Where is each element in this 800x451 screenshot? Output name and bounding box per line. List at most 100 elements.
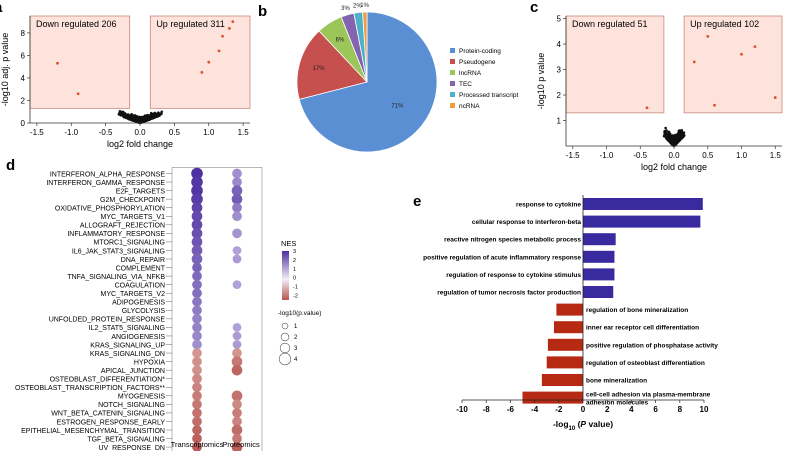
data-point: [123, 113, 126, 117]
dot-proteomics: [231, 356, 243, 367]
bar-label: inner ear receptor cell differentiation: [586, 325, 699, 332]
data-point: [753, 45, 757, 48]
panel-letter: d: [6, 157, 15, 174]
pathway-label: HYPOXIA: [134, 359, 165, 366]
bar: [583, 268, 615, 281]
dot-transcriptomics: [192, 279, 202, 290]
data-point: [207, 60, 211, 64]
size-legend-circle: [278, 352, 292, 366]
pathway-label: TGF_BETA_SIGNALING: [87, 436, 165, 443]
size-legend-circle: [281, 322, 289, 330]
data-point: [157, 112, 161, 115]
x-tick-label: 0.5: [169, 128, 181, 137]
bar: [583, 233, 616, 246]
data-point: [740, 52, 743, 56]
y-tick-label: 3: [557, 66, 562, 75]
panel-e: e response to cytokine cellular response t…: [413, 193, 718, 432]
pie-value-label: 17%: [313, 66, 326, 72]
x-axis-label-part: -log: [553, 419, 569, 429]
dot-transcriptomics: [192, 322, 202, 333]
pathway-label: MYC_TARGETS_V2: [101, 291, 166, 298]
x-tick-label: -0.5: [99, 128, 113, 137]
bar-label: response to cytokine: [516, 202, 581, 209]
pathway-label: OSTEOBLAST_DIFFERENTIATION*: [50, 377, 166, 384]
data-point: [773, 96, 777, 99]
data-point: [146, 113, 149, 117]
x-tick-label: -2: [555, 405, 563, 414]
pathway-label: INTERFERON_GAMMA_RESPONSE: [46, 180, 165, 187]
legend-label: Pseudogene: [459, 59, 496, 66]
pathway-label: MTORC1_SIGNALING: [94, 240, 165, 247]
dot-transcriptomics: [192, 331, 202, 341]
size-legend-circle: [280, 332, 290, 342]
dot-transcriptomics: [191, 193, 203, 205]
x-axis-label-part: P: [580, 419, 586, 429]
data-point: [160, 112, 163, 116]
pie-value-label: 3%: [341, 6, 350, 12]
dot-transcriptomics: [191, 210, 203, 222]
bar-label: adhesion molecules: [586, 400, 649, 407]
y-tick-label: 4: [21, 74, 26, 83]
data-point: [706, 34, 710, 38]
legend-label: TEC: [459, 81, 472, 88]
dot-transcriptomics: [192, 356, 202, 367]
region-down: [565, 15, 665, 114]
data-point: [148, 116, 152, 120]
y-tick-label: 2: [557, 91, 562, 100]
dot-transcriptomics: [192, 262, 202, 273]
data-point: [713, 103, 716, 107]
y-tick-label: 0: [21, 119, 26, 128]
y-tick-label: 5: [557, 15, 562, 24]
x-tick-label: -8: [483, 405, 491, 414]
dot-transcriptomics: [192, 390, 202, 401]
dot-transcriptomics: [192, 433, 202, 444]
x-tick-label: 2: [605, 405, 610, 414]
x-tick-label: 0.0: [134, 128, 146, 137]
dot-transcriptomics: [192, 288, 202, 299]
region-up: [149, 15, 251, 109]
dot-proteomics: [232, 348, 242, 358]
legend-label: ncRNA: [459, 103, 480, 110]
size-legend-title: -log10(p.value): [278, 310, 321, 317]
dot-transcriptomics: [192, 314, 202, 324]
dot-proteomics: [232, 280, 242, 290]
pathway-label: COAGULATION: [115, 282, 165, 289]
legend-swatch: [450, 103, 455, 108]
region-up: [683, 15, 783, 114]
y-tick-label: 2: [21, 96, 26, 105]
dot-proteomics: [232, 433, 242, 444]
dot-transcriptomics: [192, 305, 202, 316]
pathway-label: APICAL_JUNCTION: [101, 368, 165, 375]
data-point: [133, 116, 136, 120]
legend-label: Processed transcript: [459, 92, 518, 99]
x-tick-label: 1.0: [203, 128, 215, 137]
pathway-label: G2M_CHECKPOINT: [100, 197, 166, 204]
data-point: [676, 134, 680, 138]
pathway-label: ALLOGRAFT_REJECTION: [80, 223, 165, 230]
pathway-label: INTERFERON_ALPHA_RESPONSE: [50, 171, 165, 178]
bar-label: positive regulation of acute inflammator…: [423, 254, 581, 261]
dot-proteomics: [232, 228, 242, 239]
pie-value-label: 71%: [391, 104, 404, 110]
x-tick-label: 1.5: [770, 151, 782, 160]
nes-legend-title: NES: [281, 239, 296, 248]
bar-label: regulation of tumor necrosis factor prod…: [437, 290, 581, 297]
bar: [553, 321, 583, 334]
dot-transcriptomics: [192, 382, 202, 393]
pathway-label: ADIPOGENESIS: [112, 300, 165, 307]
dot-transcriptomics: [192, 373, 202, 384]
data-point: [141, 115, 145, 119]
pathway-label: OSTEOBLAST_TRANSCRIPTION_FACTORS**: [15, 385, 165, 392]
dot-proteomics: [232, 416, 242, 427]
dot-proteomics: [232, 399, 242, 410]
bar-label: reactive nitrogen species metabolic proc…: [444, 237, 581, 244]
bar: [583, 215, 701, 228]
dot-transcriptomics: [192, 348, 202, 358]
x-axis-label: -log10 (P value): [553, 419, 613, 432]
data-point: [664, 131, 668, 135]
dot-proteomics: [232, 202, 242, 213]
data-point: [155, 115, 159, 118]
nes-colorbar: [282, 251, 289, 300]
dot-transcriptomics: [192, 425, 202, 435]
